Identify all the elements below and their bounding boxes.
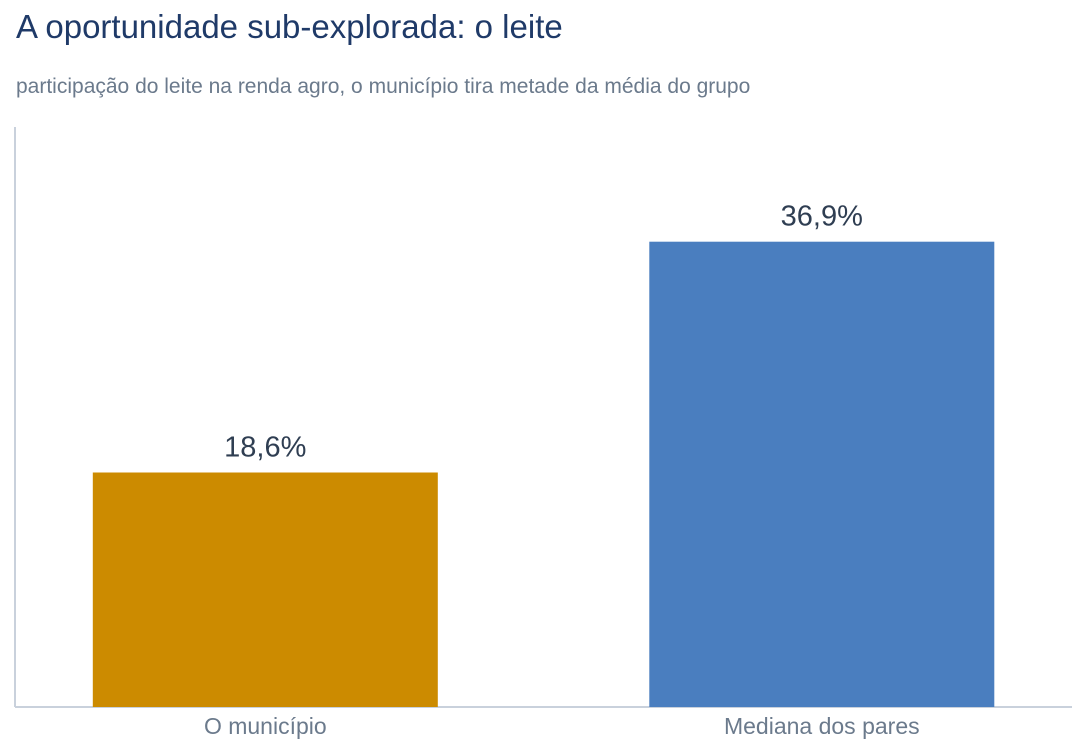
category-label-2: Mediana dos pares [724, 713, 920, 739]
value-label-2: 36,9% [781, 201, 863, 233]
chart-subtitle: participação do leite na renda agro, o m… [16, 75, 751, 98]
bar-1 [92, 472, 438, 707]
chart-title: A oportunidade sub-explorada: o leite [16, 8, 563, 45]
bar-2 [649, 241, 995, 707]
value-label-1: 18,6% [224, 432, 306, 464]
category-label-1: O município [204, 713, 327, 739]
